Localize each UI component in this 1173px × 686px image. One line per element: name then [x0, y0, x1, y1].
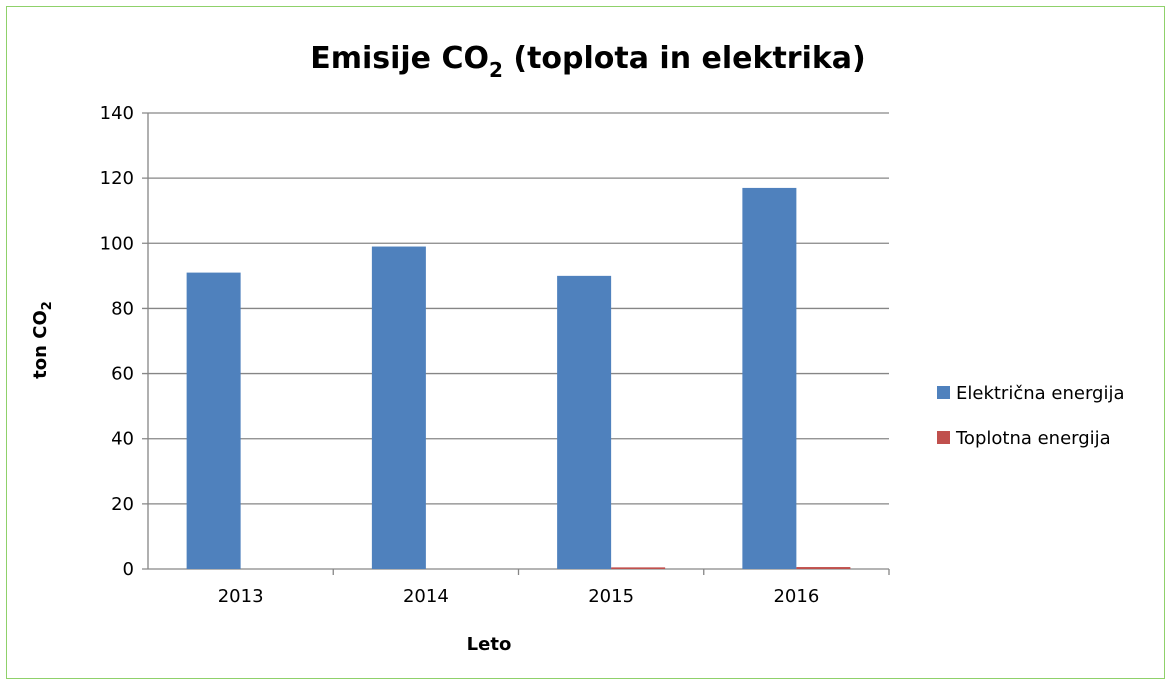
- bars: [186, 187, 851, 570]
- y-tick-label: 80: [111, 298, 134, 319]
- bar-elektricna-2016: [742, 187, 797, 569]
- x-tick-label: 2014: [403, 586, 449, 607]
- y-tick-label: 100: [100, 233, 134, 254]
- legend-swatch: [937, 431, 950, 444]
- x-tick-label: 2013: [218, 586, 264, 607]
- y-tick-label: 0: [123, 559, 134, 580]
- legend-label: Električna energija: [956, 383, 1125, 404]
- bar-elektricna-2015: [557, 275, 612, 569]
- legend: Električna energija Toplotna energija: [937, 383, 1125, 449]
- chart-title: Emisije CO2 (toplota in elektrika): [310, 41, 866, 82]
- x-tick-label: 2015: [588, 586, 634, 607]
- bar-elektricna-2013: [186, 272, 241, 569]
- y-tick-labels: 0 20 40 60 80 100 120 140: [100, 103, 134, 580]
- x-tick-label: 2016: [773, 586, 819, 607]
- bar-toplotna-2016: [796, 567, 851, 569]
- legend-swatch: [937, 386, 950, 399]
- chart-title-subscript: 2: [489, 58, 503, 82]
- y-tick-label: 120: [100, 168, 134, 189]
- x-axis-title: Leto: [467, 634, 512, 655]
- y-tick-label: 40: [111, 429, 134, 450]
- chart-title-suffix: (toplota in elektrika): [503, 41, 866, 76]
- y-tick-label: 140: [100, 103, 134, 124]
- y-tick-label: 20: [111, 494, 134, 515]
- y-tick-label: 60: [111, 364, 134, 385]
- legend-label: Toplotna energija: [955, 428, 1111, 449]
- bar-toplotna-2015: [611, 567, 666, 569]
- y-axis-title: ton CO2: [30, 301, 55, 379]
- bar-elektricna-2014: [371, 246, 426, 570]
- y-axis-title-subscript: 2: [40, 301, 55, 310]
- x-tick-labels: 2013 2014 2015 2016: [218, 586, 820, 607]
